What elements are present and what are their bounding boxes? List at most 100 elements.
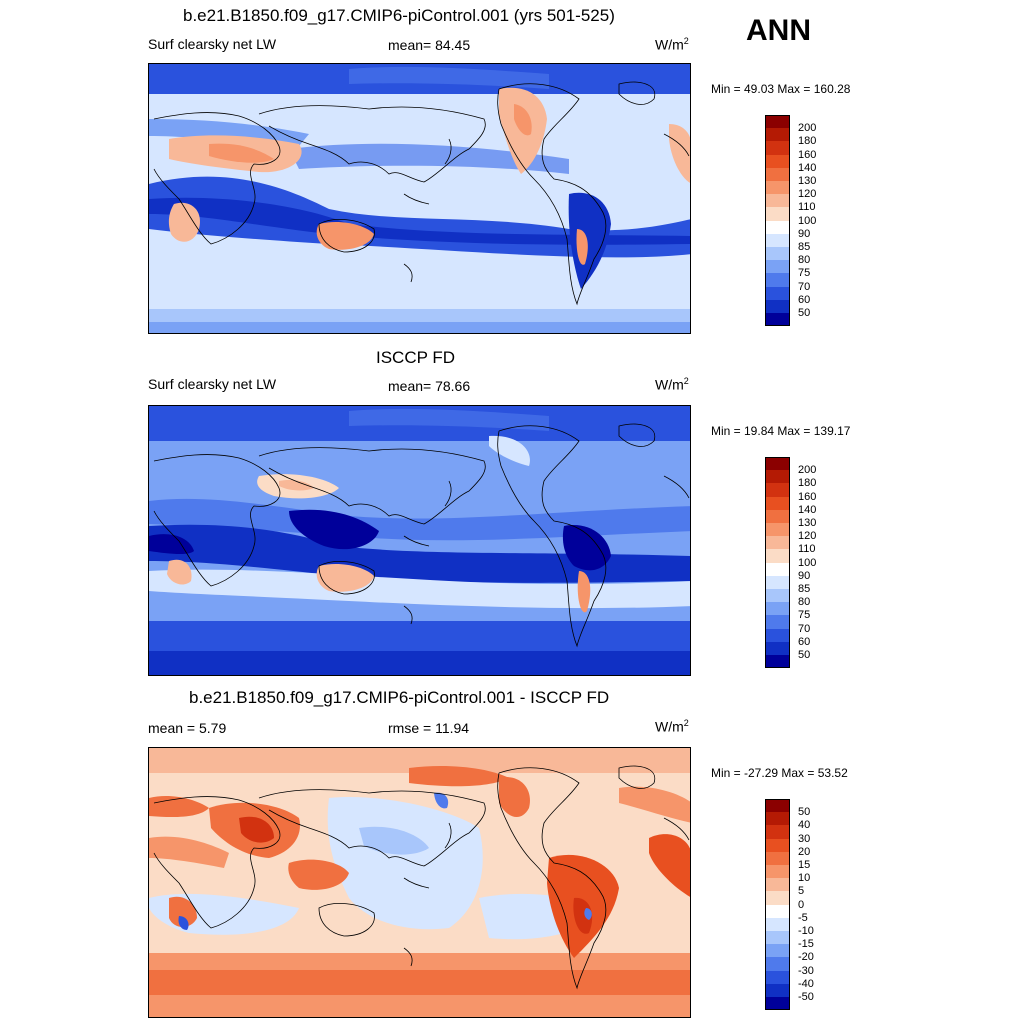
colorbar-tick-label: 5 [798,885,805,898]
colorbar-tick-label: 130 [798,517,817,529]
colorbar-swatch [765,655,790,669]
colorbar-swatch [765,194,790,208]
colorbar-tick-label: 110 [798,543,816,556]
colorbar-swatch [765,260,790,274]
colorbar-swatch [765,904,790,918]
panel-2-map [148,405,691,676]
colorbar-swatch [765,799,790,813]
colorbar-tick-label: 180 [798,477,817,490]
panel-1-minmax: Min = 49.03 Max = 160.28 [711,82,851,96]
panel-3-map-field [149,748,690,1017]
colorbar-swatch [765,247,790,261]
panel-2-map-field [149,406,690,675]
colorbar-tick-label: -5 [798,911,808,924]
colorbar-tick-label: 80 [798,596,811,609]
colorbar-tick-label: -15 [798,938,814,951]
figure-title: b.e21.B1850.f09_g17.CMIP6-piControl.001 … [183,6,615,25]
colorbar-swatch [765,141,790,155]
colorbar-tick-label: 10 [798,872,811,885]
colorbar-swatch [765,589,790,603]
colorbar-swatch [765,207,790,221]
colorbar-tick-label: -30 [798,964,814,977]
colorbar-tick-label: 85 [798,583,811,595]
panel-1-variable-label: Surf clearsky net LW [148,36,277,52]
colorbar-tick-label: 30 [798,832,811,845]
colorbar-tick-label: 75 [798,267,811,280]
colorbar-swatch [765,628,790,642]
colorbar-tick-label: 0 [798,898,805,911]
colorbar-tick-label: 110 [798,201,816,214]
colorbar-tick-label: 120 [798,188,817,201]
colorbar-swatch [765,838,790,852]
colorbar-tick-label: -20 [798,951,814,964]
colorbar-swatch [765,220,790,234]
colorbar-tick-label: 100 [798,556,817,569]
colorbar-swatch [765,957,790,971]
colorbar-swatch [765,299,790,313]
colorbar-tick-label: 160 [798,490,817,503]
colorbar-tick-label: 140 [798,161,817,174]
colorbar-tick-label: 180 [798,135,817,148]
colorbar-swatch [765,615,790,629]
colorbar-tick-label: 130 [798,175,817,187]
colorbar-swatch [765,983,790,997]
colorbar-tick-label: 50 [798,806,811,819]
colorbar-tick-label: 200 [798,122,817,135]
colorbar-swatch [765,167,790,181]
colorbar-tick-label: -10 [798,925,814,937]
colorbar-swatch [765,496,790,510]
colorbar-swatch [765,575,790,589]
colorbar-swatch [765,602,790,616]
panel-2-title: ISCCP FD [376,348,456,367]
colorbar-swatch [765,944,790,958]
colorbar-swatch [765,891,790,905]
colorbar-tick-label: 50 [798,307,811,319]
colorbar-swatch [765,128,790,142]
panel-3-units: W/m2 [655,718,689,735]
panel-2-units: W/m2 [655,376,689,393]
panel-3-rmse-label: rmse = 11.94 [388,720,470,736]
colorbar-swatch [765,825,790,839]
colorbar-tick-label: 90 [798,227,811,240]
colorbar-swatch [765,865,790,879]
colorbar-swatch [765,549,790,563]
colorbar-swatch [765,273,790,287]
colorbar-swatch [765,970,790,984]
panel-1-units: W/m2 [655,36,689,53]
colorbar-swatch [765,931,790,945]
colorbar-swatch [765,536,790,550]
colorbar-swatch [765,523,790,537]
colorbar-swatch [765,233,790,247]
colorbar-swatch [765,562,790,576]
colorbar-swatch [765,851,790,865]
colorbar-tick-label: -40 [798,977,814,990]
colorbar-tick-label: 120 [798,530,817,543]
colorbar-tick-label: 15 [798,859,811,871]
colorbar-swatch [765,878,790,892]
panel-2-variable-label: Surf clearsky net LW [148,376,277,392]
panel-2-minmax: Min = 19.84 Max = 139.17 [711,424,851,438]
colorbar-swatch [765,470,790,484]
colorbar-tick-label: 40 [798,819,811,832]
season-label: ANN [746,14,811,47]
colorbar-tick-label: 160 [798,148,817,161]
colorbar-tick-label: 60 [798,293,811,306]
colorbar-swatch [765,313,790,327]
colorbar-swatch [765,509,790,523]
colorbar-swatch [765,286,790,300]
panel-3-minmax: Min = -27.29 Max = 53.52 [711,766,848,780]
colorbar-tick-label: 20 [798,845,811,858]
panel-2-mean-label: mean= 78.66 [388,378,471,394]
colorbar-tick-label: 60 [798,635,811,648]
colorbar-tick-label: -50 [798,991,814,1003]
colorbar-tick-label: 75 [798,609,811,622]
panel-3-mean-label: mean = 5.79 [148,720,227,736]
panel-1-mean-label: mean= 84.45 [388,37,471,53]
colorbar-tick-label: 70 [798,622,811,635]
panel-3-map [148,747,691,1018]
colorbar-swatch [765,115,790,129]
colorbar-tick-label: 200 [798,464,817,477]
colorbar-swatch [765,457,790,471]
colorbar-swatch [765,181,790,195]
colorbar-swatch [765,483,790,497]
